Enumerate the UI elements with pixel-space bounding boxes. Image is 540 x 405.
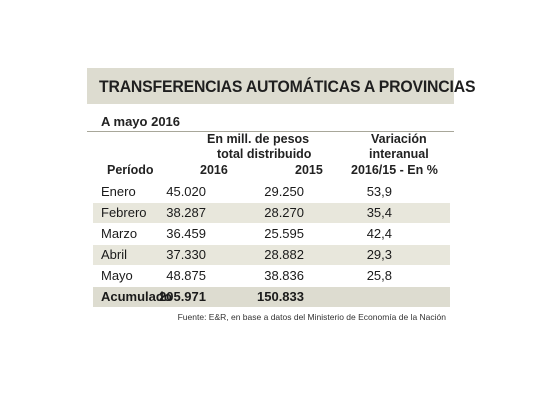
cell-periodo: Marzo [101,226,138,241]
cell-variacion: 42,4 [366,226,392,241]
table-row: Marzo 36.459 25.595 42,4 [93,224,450,244]
header-var-line3: 2016/15 - En % [351,163,438,177]
cell-variacion: 25,8 [366,268,392,283]
cell-variacion: 35,4 [366,205,392,220]
header-group-line1: En mill. de pesos [207,132,310,146]
cell-variacion: 53,9 [366,184,392,199]
cell-2016: 48.875 [166,268,206,283]
cell-periodo: Mayo [101,268,133,283]
header-year-2015: 2015 [295,163,323,177]
total-row: Acumulado 205.971 150.833 [93,287,450,307]
cell-2015: 29.250 [264,184,304,199]
header-var-line1: Variación [371,132,427,146]
table-card: TRANSFERENCIAS AUTOMÁTICAS A PROVINCIAS … [87,68,475,336]
cell-variacion: 29,3 [366,247,392,262]
cell-periodo: Abril [101,247,128,262]
cell-2015: 28.270 [264,205,304,220]
table-row: Abril 37.330 28.882 29,3 [93,245,450,265]
cell-2016: 37.330 [166,247,206,262]
table-title: TRANSFERENCIAS AUTOMÁTICAS A PROVINCIAS [99,77,476,96]
cell-periodo: Enero [101,184,136,199]
header-year-2016: 2016 [200,163,228,177]
source-note: Fuente: E&R, en base a datos del Ministe… [177,312,446,322]
date-label: A mayo 2016 [101,114,181,129]
cell-2015: 38.836 [264,268,304,283]
header-group-line2: total distribuido [217,147,312,161]
table-row: Mayo 48.875 38.836 25,8 [93,266,450,286]
cell-2015: 25.595 [264,226,304,241]
cell-2015: 28.882 [264,247,304,262]
title-band: TRANSFERENCIAS AUTOMÁTICAS A PROVINCIAS [87,68,475,104]
cell-2016: 36.459 [166,226,206,241]
header-var-line2: interanual [369,147,429,161]
cell-2016: 38.287 [166,205,206,220]
cell-2016: 45.020 [166,184,206,199]
cell-periodo: Febrero [101,205,147,220]
header-periodo: Período [107,163,154,177]
cell-2015: 150.833 [257,289,304,304]
table-body: Enero 45.020 29.250 53,9 Febrero 38.287 … [93,182,450,308]
cell-periodo: Acumulado [101,289,172,304]
table-row: Enero 45.020 29.250 53,9 [93,182,450,202]
cell-2016: 205.971 [159,289,206,304]
table-row: Febrero 38.287 28.270 35,4 [93,203,450,223]
date-divider [87,131,454,132]
